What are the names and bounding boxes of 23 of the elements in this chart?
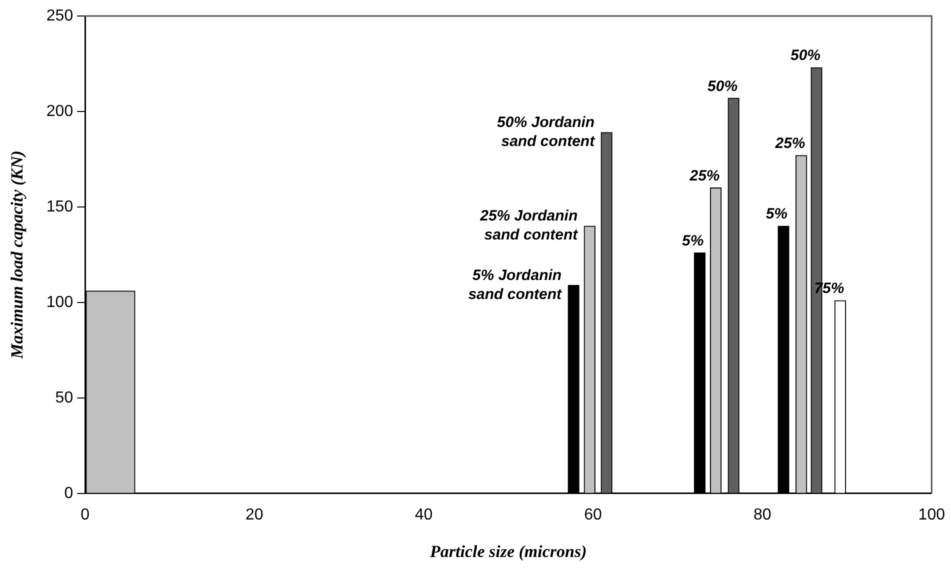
x-tick-label: 100: [918, 506, 946, 524]
annotation: 50%: [708, 78, 738, 95]
annotation: 50%: [790, 47, 821, 64]
x-axis-title: Particle size (microns): [428, 542, 587, 562]
y-tick-label: 250: [46, 7, 74, 24]
x-tick-label: 80: [753, 506, 772, 524]
y-tick-label: 100: [46, 294, 74, 311]
x-tick-label: 40: [414, 506, 433, 524]
annotation: 25% Jordanin sand content: [479, 208, 579, 244]
y-tick-label: 150: [46, 198, 74, 216]
annotation: 25%: [774, 135, 806, 152]
annotation: 25%: [688, 168, 720, 185]
y-tick-label: 200: [46, 102, 74, 120]
annotation: 5% Jordanin sand content: [468, 266, 563, 303]
annotation: 50% Jordanin sand content: [497, 114, 596, 150]
x-tick-label: 60: [584, 506, 602, 524]
x-tick-label: 20: [246, 506, 264, 524]
annotation: 5%: [766, 206, 788, 223]
x-tick-label: 0: [80, 506, 90, 524]
y-tick-label: 50: [55, 389, 74, 406]
annotation: 5%: [682, 232, 704, 250]
y-tick-label: 0: [64, 484, 74, 502]
y-axis-title: Maximum load capacity (KN): [8, 150, 27, 360]
